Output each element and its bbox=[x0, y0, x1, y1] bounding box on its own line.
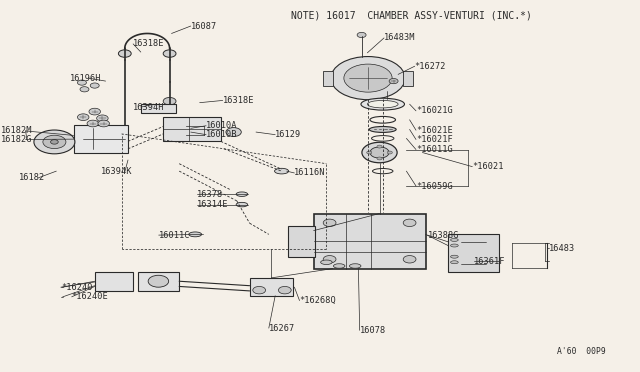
Circle shape bbox=[87, 120, 99, 127]
Text: *16268Q: *16268Q bbox=[300, 296, 336, 305]
FancyBboxPatch shape bbox=[314, 214, 426, 269]
Circle shape bbox=[51, 140, 58, 144]
Ellipse shape bbox=[367, 100, 398, 108]
Circle shape bbox=[98, 120, 109, 127]
Ellipse shape bbox=[349, 264, 361, 268]
Circle shape bbox=[357, 32, 366, 38]
Circle shape bbox=[148, 275, 169, 287]
Text: 16078: 16078 bbox=[360, 326, 386, 335]
Circle shape bbox=[331, 57, 405, 100]
Circle shape bbox=[118, 50, 131, 57]
Ellipse shape bbox=[361, 98, 404, 110]
FancyBboxPatch shape bbox=[323, 71, 333, 86]
Ellipse shape bbox=[362, 142, 397, 163]
Text: *16021F: *16021F bbox=[416, 135, 452, 144]
Text: 16267: 16267 bbox=[269, 324, 295, 333]
FancyBboxPatch shape bbox=[448, 234, 499, 272]
Circle shape bbox=[77, 80, 86, 85]
FancyBboxPatch shape bbox=[74, 125, 128, 153]
Text: 16388G: 16388G bbox=[428, 231, 459, 240]
Ellipse shape bbox=[321, 260, 332, 264]
Ellipse shape bbox=[189, 232, 202, 237]
Text: 16318E: 16318E bbox=[223, 96, 254, 105]
Text: 16394K: 16394K bbox=[101, 167, 132, 176]
Ellipse shape bbox=[275, 168, 289, 174]
Circle shape bbox=[278, 286, 291, 294]
Circle shape bbox=[323, 256, 336, 263]
Text: 16318E: 16318E bbox=[133, 39, 164, 48]
Ellipse shape bbox=[451, 255, 458, 258]
Ellipse shape bbox=[236, 202, 248, 207]
Text: 16394H: 16394H bbox=[133, 103, 164, 112]
FancyBboxPatch shape bbox=[163, 117, 221, 141]
Circle shape bbox=[163, 50, 176, 57]
Ellipse shape bbox=[451, 244, 458, 247]
Text: 16483M: 16483M bbox=[384, 33, 415, 42]
Text: 16483: 16483 bbox=[549, 244, 575, 253]
Text: *16011G: *16011G bbox=[416, 145, 452, 154]
Ellipse shape bbox=[451, 261, 458, 264]
Text: 16011C: 16011C bbox=[159, 231, 190, 240]
Circle shape bbox=[367, 151, 372, 154]
Circle shape bbox=[377, 145, 382, 148]
Text: 16196H: 16196H bbox=[70, 74, 102, 83]
Ellipse shape bbox=[236, 192, 248, 196]
Circle shape bbox=[77, 114, 89, 121]
Circle shape bbox=[377, 157, 382, 160]
Text: 16361F: 16361F bbox=[474, 257, 505, 266]
Text: 16010B: 16010B bbox=[206, 130, 237, 139]
Text: *16021E: *16021E bbox=[416, 126, 452, 135]
Circle shape bbox=[163, 97, 176, 105]
Circle shape bbox=[89, 108, 100, 115]
Circle shape bbox=[344, 64, 392, 92]
Circle shape bbox=[389, 78, 398, 84]
Circle shape bbox=[403, 219, 416, 227]
Text: 16116N: 16116N bbox=[294, 169, 326, 177]
FancyBboxPatch shape bbox=[403, 71, 413, 86]
Text: 16182: 16182 bbox=[19, 173, 45, 182]
Text: *16240: *16240 bbox=[61, 283, 92, 292]
Circle shape bbox=[97, 115, 108, 122]
FancyBboxPatch shape bbox=[250, 278, 293, 296]
FancyBboxPatch shape bbox=[141, 104, 176, 113]
Text: *16059G: *16059G bbox=[416, 182, 452, 190]
FancyBboxPatch shape bbox=[95, 272, 133, 291]
FancyBboxPatch shape bbox=[138, 272, 179, 291]
FancyBboxPatch shape bbox=[288, 226, 315, 257]
Text: 16182G: 16182G bbox=[1, 135, 33, 144]
Circle shape bbox=[226, 128, 241, 137]
Ellipse shape bbox=[369, 126, 396, 132]
Circle shape bbox=[387, 151, 392, 154]
Text: 16182M: 16182M bbox=[1, 126, 33, 135]
Text: *16021G: *16021G bbox=[416, 106, 452, 115]
Text: 16087: 16087 bbox=[191, 22, 217, 31]
Text: 16378: 16378 bbox=[197, 190, 223, 199]
Text: A'60  00P9: A'60 00P9 bbox=[557, 347, 605, 356]
Text: *16240E: *16240E bbox=[72, 292, 108, 301]
Text: *16021: *16021 bbox=[472, 162, 504, 171]
Circle shape bbox=[323, 219, 336, 227]
Circle shape bbox=[253, 286, 266, 294]
Ellipse shape bbox=[370, 147, 389, 158]
Ellipse shape bbox=[451, 238, 458, 241]
Text: *16272: *16272 bbox=[415, 62, 446, 71]
Circle shape bbox=[43, 135, 66, 149]
Circle shape bbox=[34, 130, 75, 154]
Circle shape bbox=[403, 256, 416, 263]
Text: 16129: 16129 bbox=[275, 130, 301, 139]
Circle shape bbox=[90, 83, 99, 88]
Circle shape bbox=[80, 87, 89, 92]
Text: NOTE) 16017  CHAMBER ASSY-VENTURI (INC.*): NOTE) 16017 CHAMBER ASSY-VENTURI (INC.*) bbox=[291, 10, 532, 20]
Text: 16010A: 16010A bbox=[206, 121, 237, 130]
Text: 16314E: 16314E bbox=[197, 200, 228, 209]
Ellipse shape bbox=[333, 264, 345, 268]
